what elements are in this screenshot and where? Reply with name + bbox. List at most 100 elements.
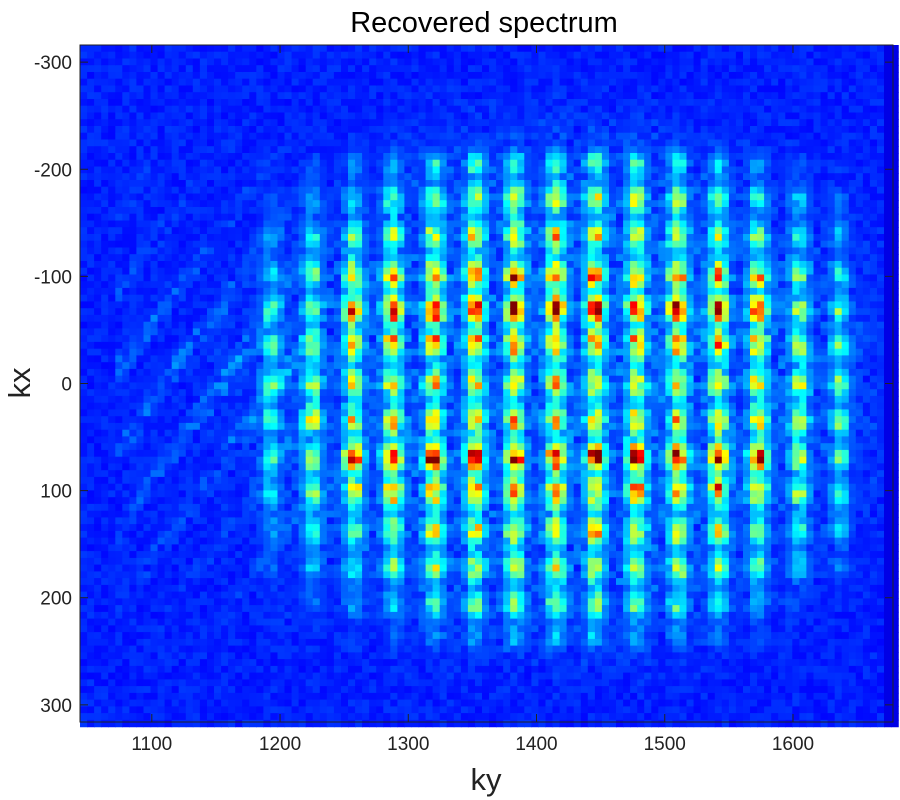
heatmap-cell bbox=[242, 416, 250, 424]
heatmap-cell bbox=[305, 557, 314, 566]
heatmap-cell bbox=[171, 186, 180, 195]
heatmap-cell bbox=[171, 105, 180, 114]
heatmap-cell bbox=[115, 679, 123, 687]
heatmap-cell bbox=[383, 112, 391, 120]
heatmap-cell bbox=[185, 193, 194, 201]
heatmap-cell bbox=[425, 85, 434, 93]
heatmap-cell bbox=[376, 335, 384, 343]
heatmap-cell bbox=[369, 692, 377, 701]
heatmap-cell bbox=[312, 119, 321, 127]
heatmap-cell bbox=[383, 692, 391, 701]
heatmap-cell bbox=[150, 159, 159, 168]
heatmap-cell bbox=[390, 463, 398, 471]
heatmap-cell bbox=[369, 652, 377, 660]
heatmap-cell bbox=[115, 659, 123, 667]
heatmap-cell bbox=[348, 281, 356, 289]
heatmap-cell bbox=[150, 443, 159, 451]
heatmap-cell bbox=[333, 625, 342, 633]
heatmap-cell bbox=[284, 180, 293, 188]
heatmap-cell bbox=[397, 470, 406, 478]
heatmap-cell bbox=[101, 638, 109, 647]
heatmap-cell bbox=[242, 686, 250, 694]
heatmap-cell bbox=[171, 456, 180, 465]
heatmap-cell bbox=[390, 530, 398, 539]
heatmap-cell bbox=[249, 564, 257, 572]
heatmap-cell bbox=[164, 422, 173, 431]
heatmap-cell bbox=[326, 645, 335, 653]
heatmap-cell bbox=[185, 355, 194, 363]
heatmap-cell bbox=[333, 470, 342, 478]
heatmap-cell bbox=[101, 632, 109, 640]
heatmap-cell bbox=[214, 605, 222, 613]
heatmap-cell bbox=[221, 713, 229, 721]
heatmap-cell bbox=[312, 463, 321, 471]
heatmap-cell bbox=[94, 409, 102, 417]
heatmap-cell bbox=[178, 416, 187, 424]
heatmap-cell bbox=[418, 180, 427, 188]
heatmap-cell bbox=[199, 591, 208, 599]
heatmap-cell bbox=[150, 605, 159, 613]
heatmap-cell bbox=[94, 146, 102, 154]
heatmap-cell bbox=[284, 261, 293, 269]
heatmap-cell bbox=[157, 537, 166, 545]
heatmap-cell bbox=[192, 180, 201, 188]
heatmap-cell bbox=[157, 166, 166, 174]
heatmap-cell bbox=[312, 524, 321, 532]
heatmap-cell bbox=[333, 227, 342, 235]
heatmap-cell bbox=[256, 45, 264, 53]
heatmap-cell bbox=[298, 449, 307, 458]
heatmap-cell bbox=[157, 483, 166, 492]
heatmap-cell bbox=[214, 645, 222, 653]
heatmap-cell bbox=[129, 429, 138, 438]
heatmap-cell bbox=[411, 402, 420, 411]
heatmap-cell bbox=[390, 126, 398, 134]
heatmap-cell bbox=[242, 287, 250, 296]
heatmap-cell bbox=[143, 443, 152, 451]
heatmap-cell bbox=[390, 173, 398, 181]
heatmap-cell bbox=[157, 341, 166, 350]
heatmap-cell bbox=[115, 605, 123, 613]
heatmap-cell bbox=[101, 105, 109, 114]
heatmap-cell bbox=[150, 301, 159, 309]
heatmap-cell bbox=[129, 382, 138, 390]
heatmap-cell bbox=[80, 220, 88, 228]
heatmap-cell bbox=[270, 314, 279, 323]
heatmap-cell bbox=[383, 564, 391, 572]
heatmap-cell bbox=[80, 281, 88, 289]
heatmap-cell bbox=[319, 348, 328, 357]
heatmap-cell bbox=[404, 186, 413, 195]
heatmap-cell bbox=[164, 99, 173, 107]
heatmap-cell bbox=[115, 213, 123, 222]
heatmap-cell bbox=[298, 713, 307, 721]
heatmap-cell bbox=[235, 706, 243, 714]
heatmap-cell bbox=[312, 719, 321, 728]
heatmap-cell bbox=[221, 409, 229, 417]
heatmap-cell bbox=[341, 247, 349, 255]
heatmap-cell bbox=[256, 557, 264, 566]
heatmap-cell bbox=[185, 281, 194, 289]
heatmap-cell bbox=[390, 483, 398, 492]
heatmap-cell bbox=[270, 632, 279, 640]
heatmap-cell bbox=[185, 517, 194, 525]
heatmap-cell bbox=[150, 85, 159, 93]
heatmap-cell bbox=[171, 85, 180, 93]
heatmap-cell bbox=[369, 699, 377, 707]
heatmap-cell bbox=[256, 463, 264, 471]
heatmap-cell bbox=[418, 355, 427, 363]
heatmap-cell bbox=[348, 159, 356, 168]
heatmap-cell bbox=[348, 611, 356, 620]
heatmap-cell bbox=[94, 598, 102, 606]
heatmap-cell bbox=[199, 119, 208, 127]
heatmap-cell bbox=[143, 159, 152, 168]
heatmap-cell bbox=[228, 180, 236, 188]
heatmap-cell bbox=[404, 665, 413, 674]
heatmap-cell bbox=[263, 456, 272, 465]
heatmap-cell bbox=[221, 632, 229, 640]
heatmap-cell bbox=[333, 355, 342, 363]
heatmap-cell bbox=[171, 652, 180, 660]
heatmap-cell bbox=[94, 402, 102, 411]
heatmap-cell bbox=[185, 153, 194, 161]
heatmap-cell bbox=[341, 139, 349, 147]
heatmap-cell bbox=[129, 254, 138, 262]
heatmap-cell bbox=[376, 287, 384, 296]
